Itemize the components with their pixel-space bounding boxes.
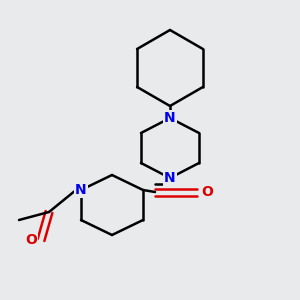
Text: N: N [75,183,87,197]
Text: O: O [201,185,213,199]
Text: N: N [164,111,176,125]
Text: O: O [25,233,37,247]
Text: N: N [164,171,176,185]
